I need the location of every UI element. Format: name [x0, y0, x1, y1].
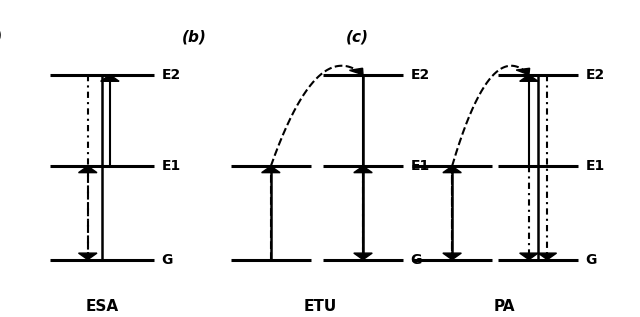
- Text: G: G: [161, 253, 173, 267]
- Text: E1: E1: [586, 159, 605, 173]
- Polygon shape: [520, 75, 538, 81]
- Polygon shape: [354, 166, 372, 173]
- Text: (a): (a): [0, 29, 3, 44]
- Text: E1: E1: [410, 159, 429, 173]
- Text: G: G: [410, 253, 422, 267]
- Text: G: G: [586, 253, 596, 267]
- Polygon shape: [79, 253, 97, 260]
- Text: E2: E2: [410, 68, 429, 82]
- Text: PA: PA: [493, 299, 515, 314]
- Text: (c): (c): [346, 29, 369, 44]
- Polygon shape: [354, 253, 372, 260]
- Polygon shape: [520, 253, 538, 260]
- Text: (b): (b): [182, 29, 207, 44]
- Text: E1: E1: [161, 159, 180, 173]
- Polygon shape: [516, 68, 530, 75]
- Polygon shape: [262, 166, 280, 173]
- Polygon shape: [79, 166, 97, 173]
- Polygon shape: [349, 68, 363, 75]
- Text: ETU: ETU: [303, 299, 337, 314]
- Text: E2: E2: [161, 68, 180, 82]
- Polygon shape: [443, 253, 461, 260]
- Polygon shape: [443, 166, 461, 173]
- Polygon shape: [100, 75, 119, 81]
- Text: E2: E2: [586, 68, 605, 82]
- Polygon shape: [538, 253, 557, 260]
- Text: ESA: ESA: [85, 299, 118, 314]
